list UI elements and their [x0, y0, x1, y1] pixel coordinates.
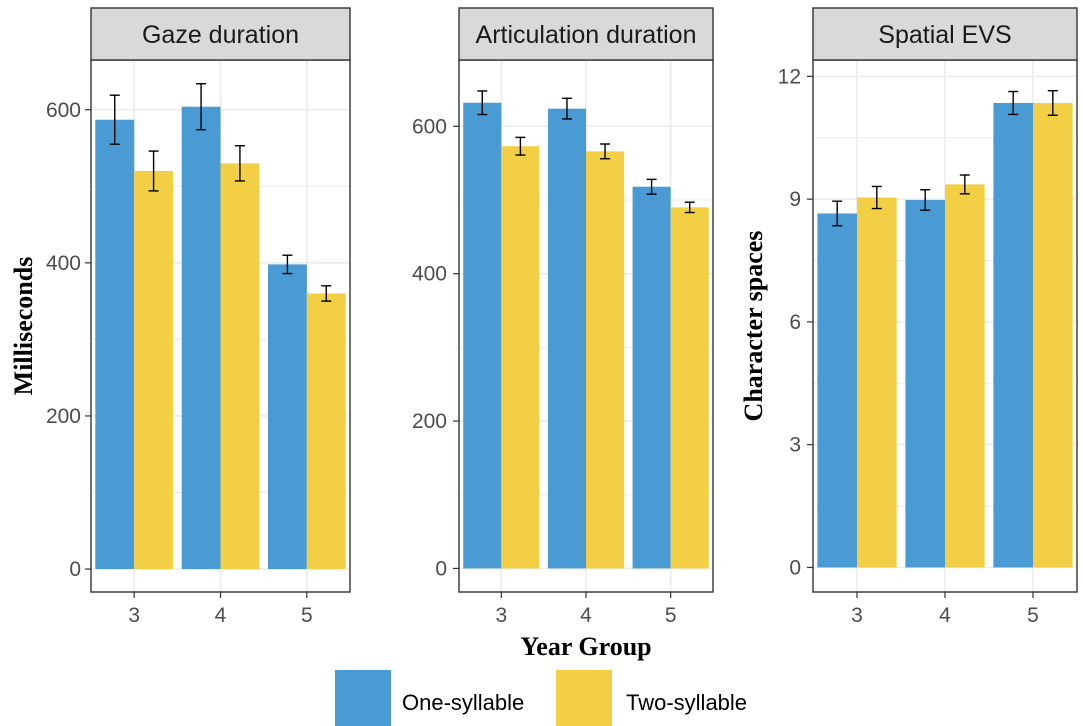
- bar-two-syllable-year-5: [670, 207, 709, 569]
- bar-one-syllable-year-5: [632, 186, 671, 569]
- bar-two-syllable-year-4: [945, 184, 985, 568]
- y-tick-label: 9: [789, 188, 801, 211]
- y-tick-label: 0: [435, 557, 447, 580]
- facet-strip: [812, 7, 1078, 61]
- legend: One-syllable Two-syllable: [335, 670, 747, 726]
- bar-one-syllable-year-4: [905, 199, 945, 568]
- x-tick-label: 4: [939, 604, 951, 627]
- facet-strip: [90, 7, 351, 61]
- facet-title: Spatial EVS: [878, 21, 1011, 49]
- bar-two-syllable-year-3: [134, 170, 174, 570]
- legend-swatch-two-syllable: [556, 670, 612, 726]
- facet-strip: [458, 7, 714, 61]
- y-axis-title: Milliseconds: [9, 257, 38, 396]
- y-tick-label: 12: [778, 65, 801, 88]
- bar-two-syllable-year-4: [586, 151, 625, 569]
- x-tick-label: 3: [851, 604, 863, 627]
- y-tick-label: 6: [789, 311, 801, 334]
- bar-two-syllable-year-3: [501, 146, 540, 569]
- y-tick-label: 600: [412, 115, 447, 138]
- y-tick-label: 200: [412, 410, 447, 433]
- bar-two-syllable-year-5: [1033, 102, 1073, 568]
- x-axis-title: Year Group: [520, 632, 651, 661]
- panel-spatial-evs: 0 3 6 9 12 3 4 5 Spatial EVS Character spaces: [739, 7, 1078, 627]
- x-tick-label: 4: [215, 604, 227, 627]
- facet-title: Articulation duration: [476, 21, 697, 49]
- legend-label-two-syllable: Two-syllable: [626, 690, 747, 715]
- y-tick-label: 0: [69, 558, 81, 581]
- bar-two-syllable-year-4: [220, 163, 260, 570]
- facet-title: Gaze duration: [142, 21, 299, 49]
- legend-label-one-syllable: One-syllable: [402, 690, 524, 715]
- bar-one-syllable-year-3: [817, 213, 857, 568]
- y-tick-label: 3: [789, 434, 801, 457]
- y-tick-label: 600: [46, 99, 81, 122]
- y-axis-title: Character spaces: [739, 231, 768, 422]
- y-tick-label: 200: [46, 405, 81, 428]
- bar-one-syllable-year-5: [267, 264, 307, 570]
- legend-item-two-syllable: Two-syllable: [556, 670, 747, 726]
- x-tick-label: 5: [1027, 604, 1039, 627]
- x-tick-label: 5: [301, 604, 313, 627]
- y-tick-label: 0: [789, 556, 801, 579]
- panel-articulation-duration: 0 200 400 600 3 4 5 Articulation duration: [412, 7, 714, 627]
- bar-two-syllable-year-5: [306, 293, 346, 570]
- bar-one-syllable-year-5: [993, 102, 1033, 568]
- panel-gaze-duration: 0 200 400 600 3 4 5 Gaze duration Milliseconds: [9, 7, 351, 627]
- panels: 0 200 400 600 3 4 5 Gaze duration Milliseconds 0 2…: [9, 7, 1078, 627]
- bar-one-syllable-year-3: [95, 119, 135, 570]
- bar-one-syllable-year-3: [463, 102, 502, 569]
- x-tick-label: 5: [665, 604, 677, 627]
- bar-one-syllable-year-4: [181, 106, 221, 570]
- legend-swatch-one-syllable: [335, 670, 391, 726]
- legend-item-one-syllable: One-syllable: [335, 670, 524, 726]
- x-tick-label: 4: [580, 604, 592, 627]
- x-tick-label: 3: [128, 604, 140, 627]
- x-tick-label: 3: [495, 604, 507, 627]
- bar-one-syllable-year-4: [547, 108, 586, 569]
- bar-two-syllable-year-3: [857, 197, 897, 568]
- y-tick-label: 400: [46, 252, 81, 275]
- y-tick-label: 400: [412, 263, 447, 286]
